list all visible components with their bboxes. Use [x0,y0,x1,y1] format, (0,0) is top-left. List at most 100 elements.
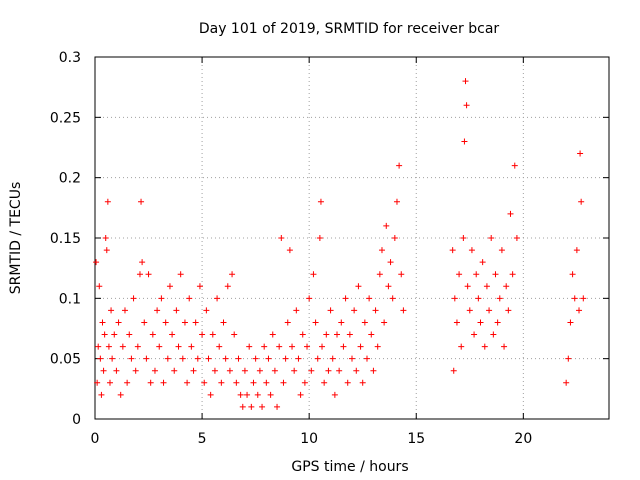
data-point [355,283,362,290]
data-point [299,331,306,338]
x-tick-label: 15 [407,431,425,447]
data-point [106,379,113,386]
data-point [387,259,394,266]
data-point [201,379,208,386]
data-point [346,331,353,338]
data-point [359,379,366,386]
data-point [101,331,108,338]
data-point [132,367,139,374]
data-point [181,319,188,326]
data-point [398,271,405,278]
data-point [109,355,116,362]
data-point [509,271,516,278]
data-point [147,379,154,386]
y-tick-label: 0.2 [59,171,81,187]
data-point [370,367,377,374]
data-point [239,403,246,410]
data-point [293,307,300,314]
data-point [261,343,268,350]
data-point [479,259,486,266]
data-point [252,355,259,362]
y-axis-label: SRMTID / TECUs [8,182,24,295]
data-point [295,355,302,362]
data-point [271,367,278,374]
data-point [235,355,242,362]
data-point [319,343,326,350]
data-point [104,198,111,205]
data-point [169,331,176,338]
data-point [325,367,332,374]
data-point [224,283,231,290]
data-point [256,367,263,374]
data-point [571,295,578,302]
data-point [124,379,131,386]
data-point [567,319,574,326]
data-point [576,307,583,314]
data-point [254,391,261,398]
data-point [453,319,460,326]
data-point [321,379,328,386]
data-point [385,283,392,290]
data-point [246,343,253,350]
data-point [162,319,169,326]
data-point [353,367,360,374]
data-point [263,379,270,386]
data-point [237,391,244,398]
data-point [450,367,457,374]
data-point [207,391,214,398]
data-point [306,295,313,302]
data-point [166,283,173,290]
data-point [291,367,298,374]
data-point [226,367,233,374]
data-point [449,247,456,254]
data-point [368,331,375,338]
data-point [108,307,115,314]
data-point [308,367,315,374]
data-point [203,307,210,314]
data-point [316,235,323,241]
data-point [462,78,469,85]
data-point [463,102,470,109]
x-axis-label: GPS time / hours [291,459,408,475]
data-point [229,271,236,278]
data-point [361,319,368,326]
data-point [456,271,463,278]
data-point [94,379,101,386]
data-point [177,271,184,278]
data-point [130,295,137,302]
data-point [389,295,396,302]
data-point [136,271,143,278]
data-point [179,355,186,362]
data-point [329,355,336,362]
y-tick-label: 0.05 [50,352,81,368]
data-point [143,355,150,362]
data-point [396,162,403,169]
data-point [175,343,182,350]
data-point [351,307,358,314]
data-point [498,247,505,254]
data-point [105,343,112,350]
data-point [173,307,180,314]
data-point [269,331,276,338]
data-point [121,307,128,314]
y-tick-label: 0.15 [50,231,81,247]
data-point [507,210,514,217]
data-point [154,307,161,314]
data-point [492,271,499,278]
data-point [331,391,338,398]
data-point [383,222,390,229]
data-point [218,379,225,386]
data-point [141,319,148,326]
data-point [304,343,311,350]
axes: 0 0.05 0.1 0.15 0.2 0.25 0.3 0 5 10 15 20 [50,50,609,447]
data-point [103,247,110,254]
data-point [192,319,199,326]
data-point [100,367,107,374]
data-point [138,198,145,205]
x-tick-label: 20 [514,431,532,447]
data-point [393,198,400,205]
data-point [244,391,251,398]
data-point [194,355,201,362]
data-point [336,367,343,374]
data-point [378,247,385,254]
